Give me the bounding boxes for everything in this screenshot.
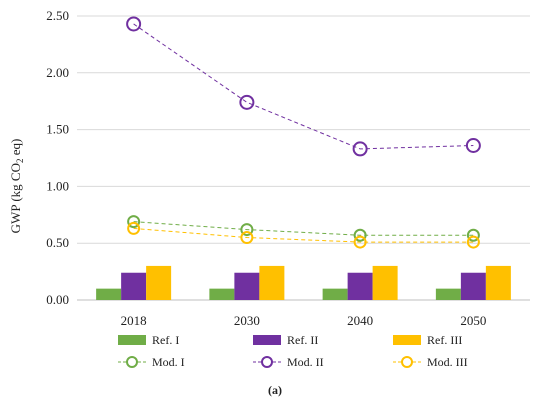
bar	[121, 272, 147, 300]
bar	[259, 265, 285, 300]
x-tick-label: 2050	[460, 313, 486, 328]
data-point	[353, 228, 367, 242]
bar	[485, 265, 511, 300]
legend-item: Ref. II	[253, 333, 318, 347]
legend-label: Ref. III	[427, 333, 462, 347]
data-point	[466, 228, 480, 242]
data-point	[127, 215, 141, 229]
legend-item: Ref. III	[393, 333, 462, 347]
legend-label: Mod. I	[152, 355, 185, 369]
x-tick-label: 2040	[347, 313, 373, 328]
y-tick-label: 2.50	[46, 8, 69, 23]
legend-label: Mod. III	[427, 355, 468, 369]
y-axis-label: GWP (kg CO2 eq)	[8, 139, 25, 234]
bar	[372, 265, 398, 300]
legend: Ref. I Ref. II Ref. III Mod. I Mod. II Mod. I…	[118, 333, 468, 369]
y-tick-label: 0.50	[46, 235, 69, 250]
data-point	[352, 141, 368, 157]
legend-swatch	[393, 335, 421, 345]
x-tick-label: 2030	[234, 313, 260, 328]
y-tick-label: 1.00	[46, 178, 69, 193]
figure-caption: (a)	[268, 383, 282, 397]
data-point	[240, 223, 254, 237]
x-tick-labels: 2018 2030 2040 2050	[121, 313, 487, 328]
y-tick-label: 2.00	[46, 65, 69, 80]
series-line	[133, 23, 474, 150]
legend-item: Mod. III	[393, 355, 468, 369]
data-point	[466, 235, 480, 249]
y-tick-labels: 0.00 0.50 1.00 1.50 2.00 2.50	[46, 8, 69, 307]
bar	[209, 288, 235, 300]
y-tick-label: 0.00	[46, 292, 69, 307]
y-tick-label: 1.50	[46, 122, 69, 137]
bar	[234, 272, 260, 300]
x-tick-label: 2018	[121, 313, 147, 328]
data-point	[126, 16, 142, 32]
legend-swatch	[118, 335, 146, 345]
grid	[77, 15, 530, 244]
legend-label: Mod. II	[287, 355, 324, 369]
legend-item: Mod. I	[118, 355, 185, 369]
series-line	[133, 221, 474, 236]
bar	[460, 272, 486, 300]
legend-swatch	[253, 335, 281, 345]
legend-marker	[261, 356, 273, 368]
legend-label: Ref. II	[287, 333, 318, 347]
bar	[322, 288, 348, 300]
lines	[126, 16, 481, 249]
bar	[435, 288, 461, 300]
data-point	[465, 138, 481, 154]
legend-marker	[401, 356, 413, 368]
legend-label: Ref. I	[152, 333, 179, 347]
legend-item: Ref. I	[118, 333, 179, 347]
data-point	[127, 221, 141, 235]
bar	[347, 272, 373, 300]
data-point	[353, 235, 367, 249]
legend-marker	[126, 356, 138, 368]
bar	[96, 288, 122, 300]
legend-item: Mod. II	[253, 355, 324, 369]
bars	[96, 265, 511, 300]
data-point	[239, 94, 255, 110]
series-line	[133, 227, 474, 243]
bar	[146, 265, 172, 300]
data-point	[240, 231, 254, 245]
